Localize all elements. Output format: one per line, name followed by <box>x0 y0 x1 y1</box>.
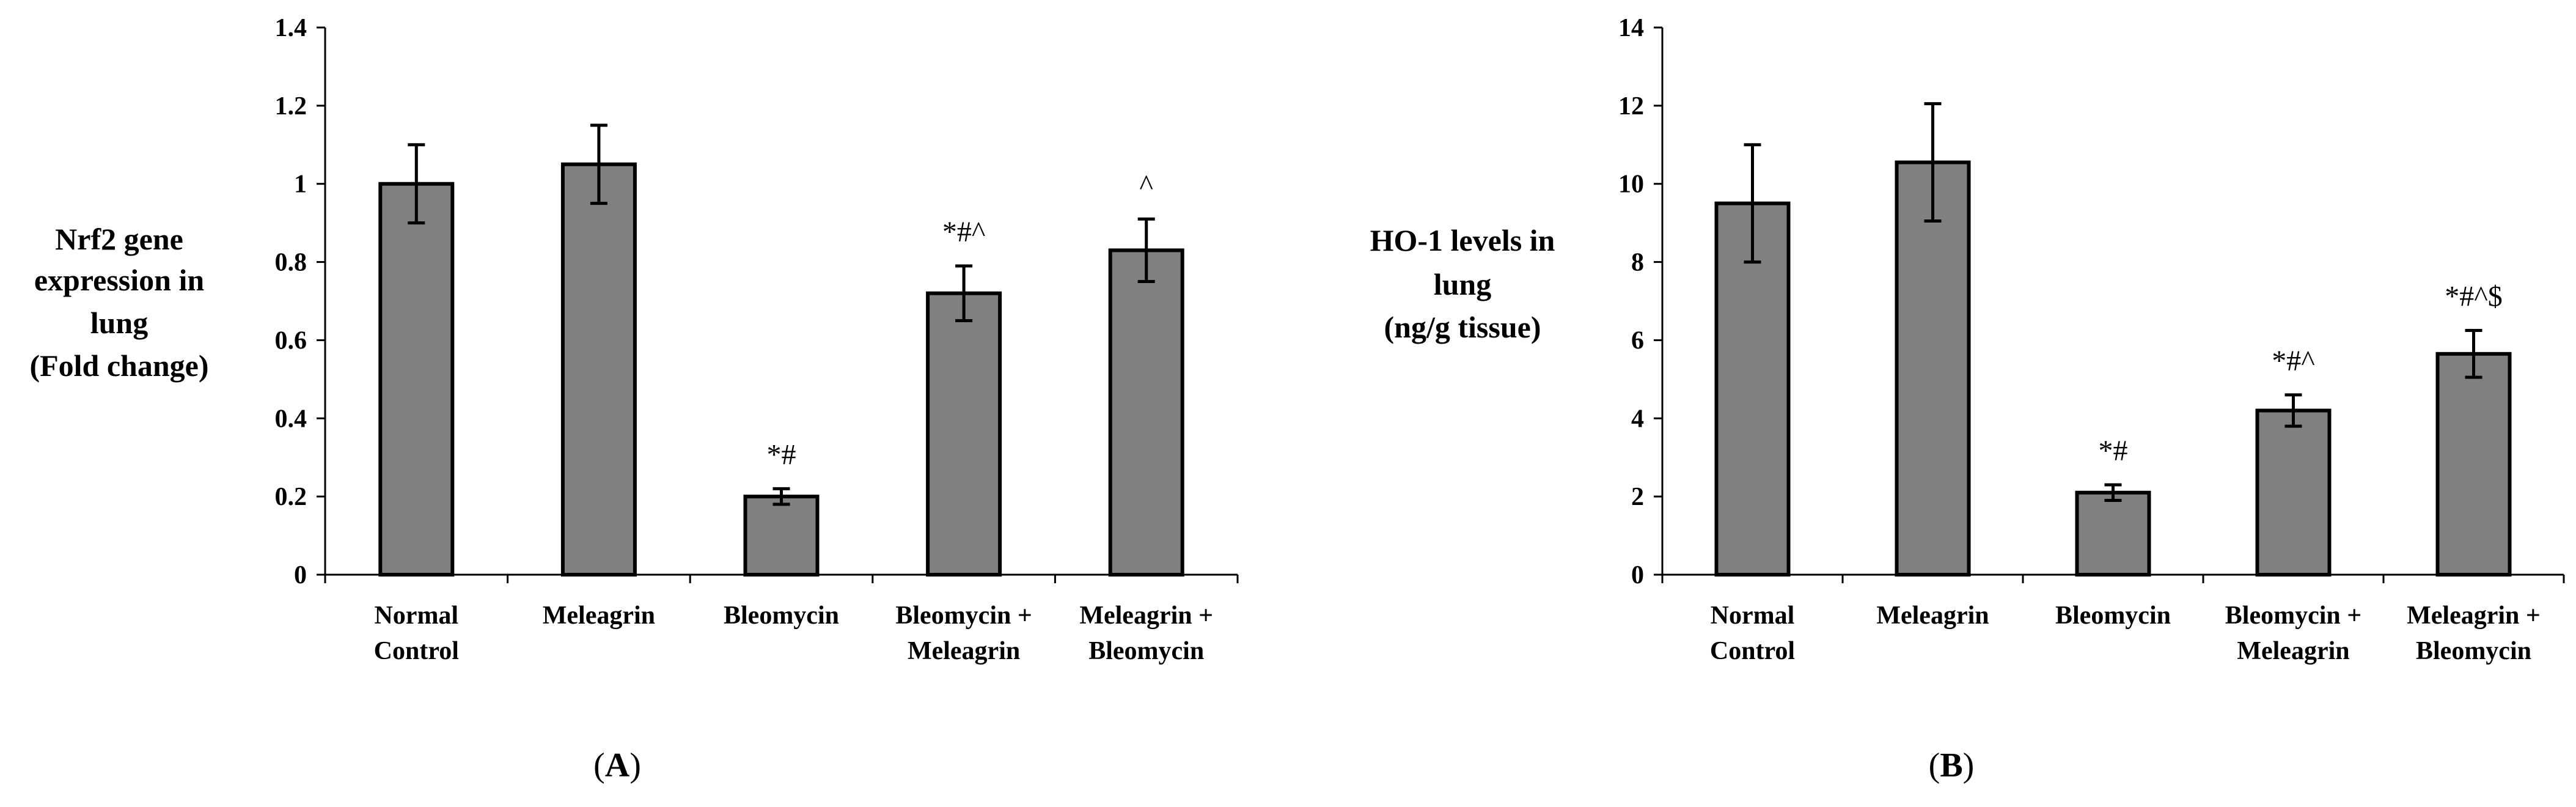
panel-a-category-label: Bleomycin <box>724 602 839 630</box>
panel-b-y-axis-label: HO-1 levels in <box>1370 223 1555 257</box>
panel-b-category-label: Meleagrin <box>1876 602 1989 630</box>
panel-a-bar <box>1108 248 1184 577</box>
panel-a-category-label: Normal <box>374 602 458 630</box>
panel-b-significance-label: *#^ <box>2272 345 2315 377</box>
panel-a-category-label: Control <box>374 637 459 665</box>
panel-a-y-tick-label: 0.8 <box>275 249 307 277</box>
panel-a-significance-label: *# <box>767 438 796 471</box>
panel-a-category-label: Meleagrin <box>908 637 1020 665</box>
panel-b-category-label: Bleomycin <box>2055 602 2171 630</box>
panel-b-y-tick-label: 2 <box>1631 483 1644 511</box>
panel-b-category-label: Control <box>1710 637 1795 665</box>
panel-b-y-axis-label: (ng/g tissue) <box>1384 310 1541 344</box>
panel-b-chart: 0 2 4 6 8 10 12 14 Normal Control Meleagrin *# Bleom… <box>1370 14 2565 784</box>
panel-b-category-label: Normal <box>1711 602 1795 630</box>
panel-a-y-tick-label: 0 <box>294 561 307 589</box>
panel-a-y-axis-label: (Fold change) <box>29 348 208 383</box>
panel-b-y-tick-label: 8 <box>1631 249 1644 277</box>
panel-b-category-label: Meleagrin <box>2237 637 2349 665</box>
panel-a-category-label: Bleomycin + <box>895 602 1032 630</box>
panel-a-category-label: Meleagrin + <box>1079 602 1213 630</box>
panel-a-y-axis-label: expression in <box>34 263 204 297</box>
panel-b-category-label: Bleomycin + <box>2225 602 2361 630</box>
panel-a-category-label: Meleagrin <box>543 602 655 630</box>
panel-b-y-tick-label: 0 <box>1631 561 1644 589</box>
panel-b-y-axis-label: lung <box>1434 267 1492 301</box>
panel-a-y-tick-label: 1.2 <box>275 92 307 120</box>
panel-b-y-tick-label: 12 <box>1618 92 1644 120</box>
panel-a-significance-label: *#^ <box>942 216 986 248</box>
panel-a-significance-label: ^ <box>1139 169 1153 201</box>
panel-b-category-label: Bleomycin <box>2416 637 2531 665</box>
panel-b-y-tick-label: 14 <box>1618 14 1644 42</box>
panel-a-y-tick-label: 1.4 <box>275 14 307 42</box>
panel-b-panel-label: (B) <box>1929 746 1975 784</box>
panel-a-category-label: Bleomycin <box>1088 637 1204 665</box>
panel-b-bar <box>2075 490 2151 577</box>
panel-b-y-tick-label: 6 <box>1631 326 1644 355</box>
panel-a-bar <box>743 495 820 577</box>
panel-b-significance-label: *# <box>2099 435 2128 467</box>
panel-b-y-tick-label: 10 <box>1618 171 1644 199</box>
panel-a-y-tick-label: 1 <box>294 171 307 199</box>
panel-b-bar <box>1895 160 1971 577</box>
panel-b-bar <box>2255 408 2332 577</box>
panel-a-bar <box>926 291 1002 577</box>
panel-b-category-label: Meleagrin + <box>2407 602 2541 630</box>
panel-a-y-tick-label: 0.6 <box>275 326 307 355</box>
panel-a-y-tick-label: 0.4 <box>275 405 307 433</box>
panel-a-bar <box>560 162 637 577</box>
panel-a-panel-label: (A) <box>593 746 641 784</box>
panel-b-bar <box>2435 352 2512 577</box>
panel-a-y-axis-label: Nrf2 gene <box>55 222 183 256</box>
panel-b-y-tick-label: 4 <box>1631 405 1644 433</box>
panel-a-bar <box>378 182 455 577</box>
panel-a-y-axis-label: lung <box>90 306 149 340</box>
panel-a-y-tick-label: 0.2 <box>275 483 307 511</box>
panel-b-significance-label: *#^$ <box>2445 280 2503 312</box>
panel-b-bar <box>1714 201 1791 577</box>
panel-a-chart: 0 0.2 0.4 0.6 0.8 1 1.2 1.4 Normal Control Meleagr… <box>29 14 1239 784</box>
